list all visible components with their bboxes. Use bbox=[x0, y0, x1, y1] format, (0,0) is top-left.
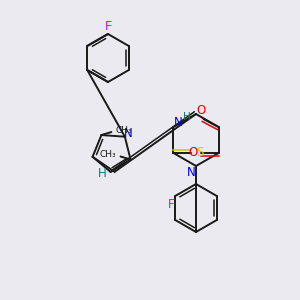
Text: O: O bbox=[196, 104, 205, 118]
Text: N: N bbox=[174, 116, 183, 128]
Text: O: O bbox=[188, 146, 197, 160]
Text: CH₃: CH₃ bbox=[116, 125, 132, 134]
Text: CH₃: CH₃ bbox=[100, 150, 116, 159]
Text: H: H bbox=[98, 167, 107, 180]
Text: H: H bbox=[183, 112, 190, 122]
Text: S: S bbox=[196, 146, 203, 160]
Text: F: F bbox=[168, 197, 175, 211]
Text: F: F bbox=[105, 20, 111, 32]
Text: N: N bbox=[124, 127, 132, 140]
Text: N: N bbox=[187, 167, 195, 179]
